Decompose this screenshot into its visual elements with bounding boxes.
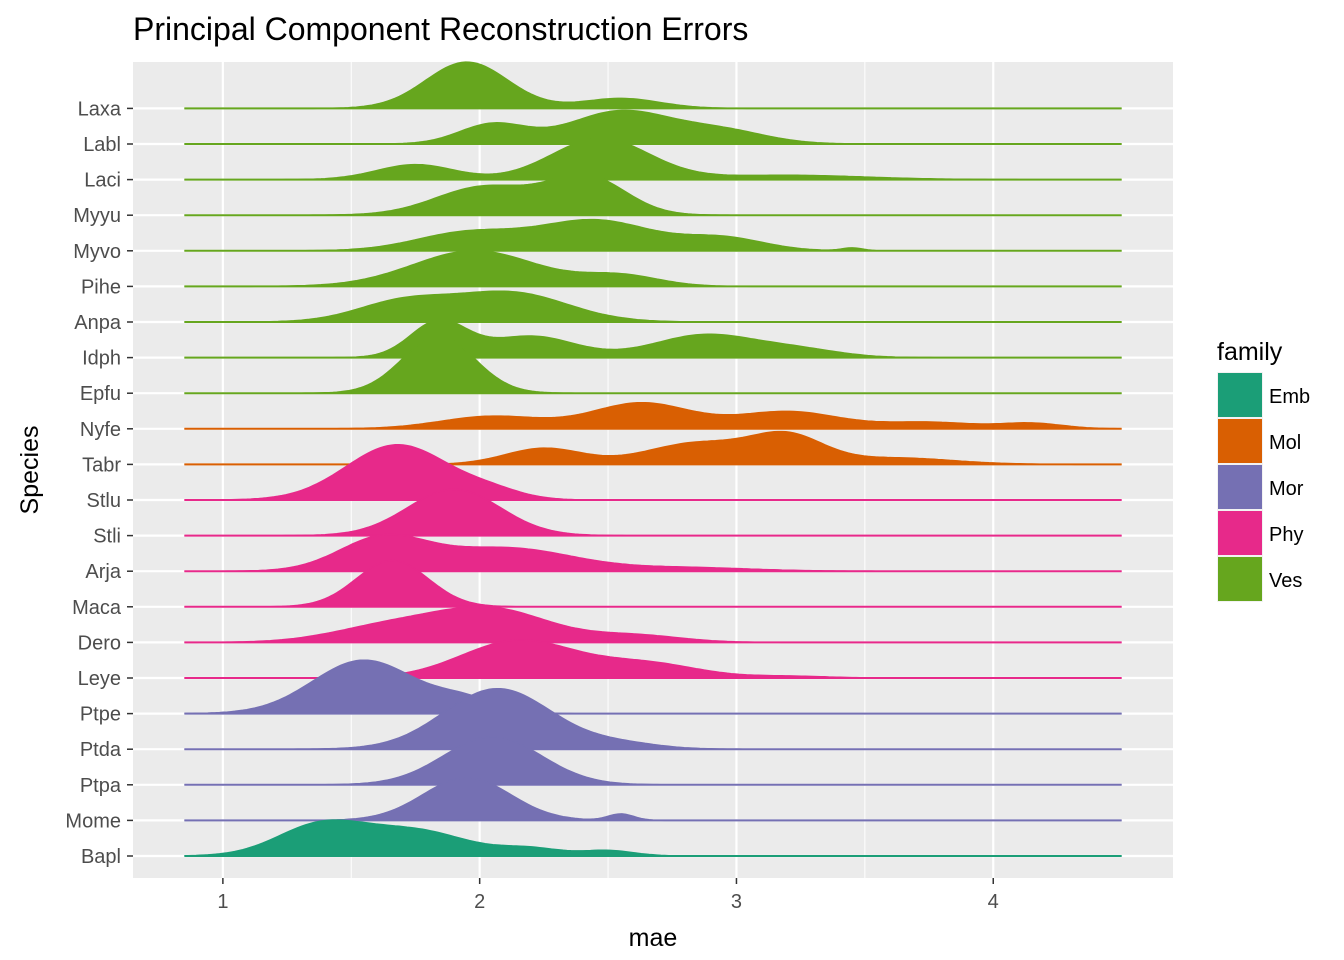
y-tick-label: Laxa (78, 98, 122, 120)
legend-swatch-phy (1218, 511, 1262, 555)
y-tick-label: Pihe (81, 276, 121, 298)
y-tick-label: Tabr (82, 454, 121, 476)
legend-swatch-emb (1218, 373, 1262, 417)
y-axis: Laxa Labl Laci Myyu Myvo Pihe Anpa Idph Epfu Nyfe… (65, 98, 133, 868)
y-tick-label: Anpa (74, 312, 122, 334)
ridge-area-ptpa (184, 736, 1122, 785)
ridge-ptpa (184, 735, 1122, 786)
ridge-arja (184, 533, 1122, 573)
ridge-area-myyu (184, 174, 1122, 216)
y-tick-label: Laci (84, 170, 121, 192)
y-tick-label: Ptpa (80, 775, 122, 797)
x-tick-label: 4 (988, 891, 999, 913)
ridge-area-myvo (184, 219, 1122, 251)
legend-label-emb: Emb (1269, 386, 1310, 408)
legend: family Emb Mol Mor Phy Ves (1217, 338, 1310, 602)
y-tick-label: Arja (85, 561, 121, 583)
y-tick-label: Labl (83, 134, 121, 156)
ridge-epfu (184, 335, 1122, 395)
ridge-maca (184, 559, 1122, 608)
ridge-area-stli (184, 489, 1122, 536)
ridge-area-labl (184, 110, 1122, 144)
legend-swatch-ves (1218, 557, 1262, 601)
y-tick-label: Stli (93, 526, 121, 548)
ridge-area-stlu (184, 444, 1122, 500)
y-axis-title: Species (16, 426, 44, 515)
y-tick-label: Leye (78, 668, 121, 690)
ridges (184, 61, 1122, 857)
x-axis: 1 2 3 4 (217, 878, 999, 913)
x-tick-label: 2 (474, 891, 485, 913)
legend-label-ves: Ves (1269, 570, 1302, 592)
y-tick-label: Ptda (80, 739, 122, 761)
ridge-ptda (184, 687, 1122, 751)
ridge-laxa (184, 61, 1122, 110)
y-tick-label: Epfu (80, 383, 121, 405)
ridge-nyfe (184, 401, 1122, 430)
ridge-pihe (184, 250, 1122, 288)
plot-background (133, 62, 1173, 878)
y-tick-label: Stlu (87, 490, 121, 512)
y-tick-label: Bapl (81, 846, 121, 868)
legend-label-mor: Mor (1269, 478, 1304, 500)
ridge-stlu (184, 444, 1122, 501)
y-tick-label: Myyu (73, 205, 121, 227)
ridge-ptpe (184, 659, 1122, 715)
ridge-laci (184, 137, 1122, 181)
legend-title: family (1217, 338, 1283, 366)
legend-swatch-mol (1218, 419, 1262, 463)
ridge-anpa (184, 290, 1122, 323)
ridge-area-anpa (184, 291, 1122, 322)
y-tick-label: Ptpe (80, 704, 121, 726)
legend-swatch-mor (1218, 465, 1262, 509)
ridge-area-dero (184, 606, 1122, 643)
chart-title: Principal Component Reconstruction Error… (133, 11, 748, 47)
ridge-myvo (184, 218, 1122, 252)
ridge-tabr (184, 430, 1122, 466)
y-tick-label: Mome (65, 810, 121, 832)
ridge-area-tabr (184, 431, 1122, 465)
ridge-area-laci (184, 138, 1122, 180)
ridge-labl (184, 109, 1122, 145)
y-tick-label: Nyfe (80, 419, 121, 441)
ridge-area-laxa (184, 62, 1122, 109)
ridge-area-pihe (184, 250, 1122, 287)
ridge-area-ptda (184, 688, 1122, 750)
ridge-area-epfu (184, 336, 1122, 394)
x-tick-label: 3 (731, 891, 742, 913)
ridge-myyu (184, 173, 1122, 217)
ridge-bapl (184, 819, 1122, 857)
ridge-area-ptpe (184, 660, 1122, 714)
ridge-area-arja (184, 534, 1122, 572)
legend-label-phy: Phy (1269, 524, 1303, 546)
y-tick-label: Maca (72, 597, 122, 619)
y-tick-label: Idph (82, 348, 121, 370)
ridge-stli (184, 488, 1122, 537)
ridge-area-leye (184, 640, 1122, 678)
y-tick-label: Myvo (73, 241, 121, 263)
x-tick-label: 1 (217, 891, 228, 913)
ridge-area-mome (184, 777, 1122, 821)
legend-label-mol: Mol (1269, 432, 1301, 454)
y-tick-label: Dero (78, 632, 121, 654)
x-axis-title: mae (629, 924, 678, 952)
ridge-dero (184, 605, 1122, 644)
